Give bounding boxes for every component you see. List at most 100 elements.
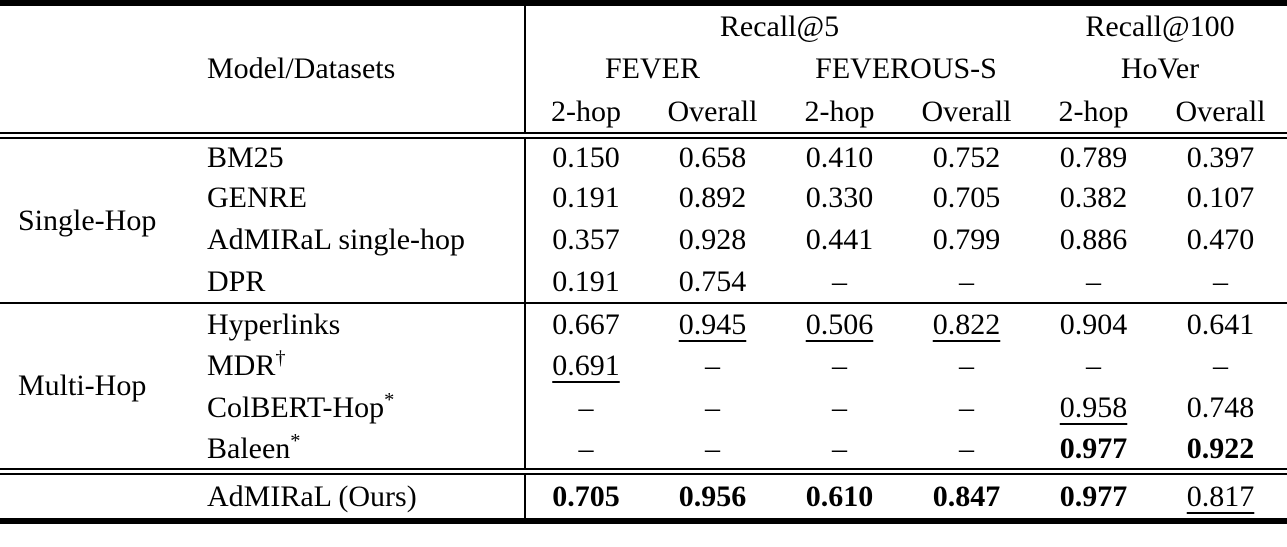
value-cell: 0.470: [1186, 223, 1255, 257]
results-table: Recall@5 Recall@100 Model/Datasets FEVER…: [0, 0, 1287, 524]
value-cell: 0.748: [1186, 391, 1255, 425]
value-cell: 0.107: [1186, 181, 1255, 215]
header-row-subcolumns: 2-hop Overall 2-hop Overall 2-hop Overal…: [0, 91, 1287, 139]
header-dataset-hover: HoVer: [1120, 52, 1200, 86]
value-cell: 0.945: [646, 302, 779, 345]
value-cell: 0.382: [1059, 181, 1128, 215]
value-cell: 0.956: [646, 467, 779, 521]
value-cell: –: [1086, 349, 1102, 383]
header-recall-at-5: Recall@5: [719, 9, 840, 43]
header-model-datasets: Model/Datasets: [207, 47, 526, 91]
value-cell: –: [1086, 264, 1102, 298]
value-cell: –: [959, 431, 974, 465]
value-cell: 0.799: [932, 223, 1001, 257]
value-cell: 0.752: [932, 141, 1001, 174]
value-cell: –: [832, 264, 847, 298]
header-dataset-feverous-s: FEVEROUS-S: [815, 52, 997, 86]
value-cell: –: [959, 391, 974, 425]
value-cell: 0.977: [1059, 431, 1128, 465]
value-cell: 0.977: [1033, 467, 1155, 521]
value-cell: 0.928: [678, 223, 747, 257]
value-cell: 0.191: [552, 264, 620, 298]
value-cell: 0.610: [779, 467, 900, 521]
asterisk-superscript: *: [384, 389, 395, 412]
value-cell: –: [832, 349, 847, 383]
table-row: DPR 0.191 0.754 – – – –: [0, 261, 1287, 303]
header-row-datasets: Model/Datasets FEVER FEVEROUS-S HoVer: [0, 47, 1287, 91]
model-name: DPR: [207, 261, 526, 303]
dagger-superscript: †: [275, 347, 286, 370]
table-row: MDR† 0.691 – – – – –: [0, 345, 1287, 387]
model-name: ColBERT-Hop*: [207, 387, 526, 429]
model-name-text: MDR: [207, 349, 276, 383]
header-subcol-2hop: 2-hop: [779, 91, 900, 139]
value-cell: 0.191: [552, 181, 620, 215]
value-cell: –: [832, 391, 847, 425]
value-cell: 0.904: [1033, 302, 1155, 345]
table-row: Multi-Hop Hyperlinks 0.667 0.945 0.506 0…: [0, 302, 1287, 471]
model-name-text: ColBERT-Hop: [207, 391, 385, 425]
value-cell: –: [832, 431, 847, 465]
value-cell: –: [959, 349, 974, 383]
value-cell: –: [705, 349, 720, 383]
value-cell: 0.506: [779, 302, 900, 345]
header-subcol-overall: Overall: [646, 91, 779, 139]
value-cell: –: [578, 431, 594, 465]
value-cell: –: [705, 431, 720, 465]
model-name: BM25: [207, 135, 526, 177]
value-cell: 0.705: [932, 181, 1001, 215]
group-spacer: [0, 467, 207, 521]
value-cell: 0.658: [678, 141, 747, 174]
value-cell: 0.922: [1186, 431, 1255, 465]
value-cell: 0.886: [1059, 223, 1128, 257]
value-cell: 0.892: [678, 181, 747, 215]
table-row: GENRE 0.191 0.892 0.330 0.705 0.382 0.10…: [0, 177, 1287, 219]
table-row-ours: AdMIRaL (Ours) 0.705 0.956 0.610 0.847 0…: [0, 467, 1287, 521]
value-cell: 0.641: [1154, 302, 1287, 345]
table-row: ColBERT-Hop* – – – – 0.958 0.748: [0, 387, 1287, 429]
header-spacer: [0, 91, 526, 139]
header-subcol-overall: Overall: [900, 91, 1034, 139]
model-name: Baleen*: [207, 429, 526, 471]
header-subcol-2hop: 2-hop: [1033, 91, 1155, 139]
value-cell: 0.410: [805, 141, 874, 174]
model-name: Hyperlinks: [207, 302, 526, 345]
value-cell: 0.705: [525, 467, 646, 521]
header-spacer: [0, 3, 526, 47]
model-name: GENRE: [207, 177, 526, 219]
header-recall-at-100: Recall@100: [1085, 9, 1235, 43]
model-name: AdMIRaL single-hop: [207, 219, 526, 261]
header-row-metrics: Recall@5 Recall@100: [0, 3, 1287, 47]
header-subcol-overall: Overall: [1154, 91, 1287, 139]
value-cell: –: [705, 391, 720, 425]
value-cell: 0.789: [1059, 141, 1128, 174]
value-cell: 0.150: [552, 141, 620, 174]
group-label-single-hop: Single-Hop: [18, 203, 157, 237]
header-subcol-2hop: 2-hop: [525, 91, 646, 139]
value-cell: 0.397: [1186, 141, 1255, 174]
value-cell: 0.691: [552, 349, 620, 383]
value-cell: –: [578, 391, 594, 425]
table-row: Baleen* – – – – 0.977 0.922: [0, 429, 1287, 471]
value-cell: 0.330: [805, 181, 874, 215]
header-spacer: [0, 47, 207, 91]
value-cell: 0.357: [552, 223, 620, 257]
value-cell: 0.667: [525, 302, 646, 345]
value-cell: 0.441: [805, 223, 874, 257]
value-cell: –: [959, 264, 974, 298]
model-name: MDR†: [207, 345, 526, 387]
value-cell: 0.754: [678, 264, 747, 298]
table-row: AdMIRaL single-hop 0.357 0.928 0.441 0.7…: [0, 219, 1287, 261]
header-dataset-fever: FEVER: [604, 52, 700, 86]
group-label-multi-hop: Multi-Hop: [0, 302, 207, 471]
value-cell: 0.847: [900, 467, 1034, 521]
model-name-text: Baleen: [207, 431, 291, 465]
value-cell: 0.817: [1154, 467, 1287, 521]
table-row: Single-Hop BM25 0.150 0.658 0.410 0.752 …: [0, 135, 1287, 236]
value-cell: –: [1213, 264, 1229, 298]
model-name: AdMIRaL (Ours): [207, 467, 526, 521]
asterisk-superscript: *: [290, 429, 301, 452]
value-cell: 0.958: [1059, 391, 1128, 425]
value-cell: –: [1213, 349, 1229, 383]
